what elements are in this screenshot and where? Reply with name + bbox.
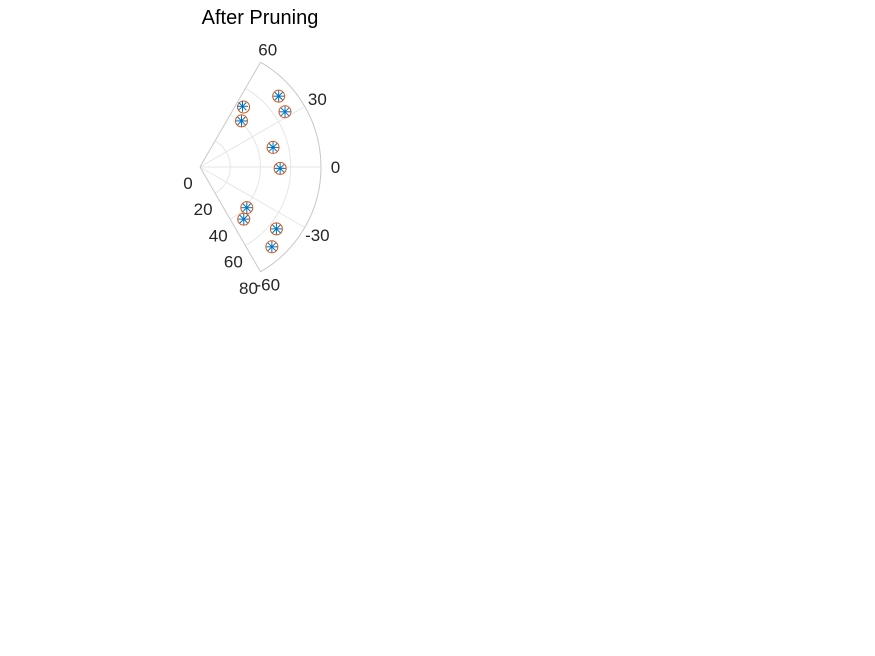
circle-marker (237, 212, 251, 226)
circle-marker (265, 240, 279, 254)
circle-marker (234, 114, 248, 128)
r-tick-label: 60 (224, 253, 243, 272)
r-tick-label: 80 (239, 279, 258, 298)
circle-marker (278, 105, 292, 119)
chart-title: After Pruning (202, 7, 319, 29)
theta-max-axis-line (199, 61, 261, 168)
theta-tick-label: 30 (308, 90, 327, 109)
circle-marker (237, 100, 251, 114)
circle-marker (269, 222, 283, 236)
outer-arc (260, 61, 322, 273)
asterisk-marker (267, 141, 279, 153)
r-tick-label: 20 (194, 200, 213, 219)
asterisk-marker (266, 241, 278, 253)
theta-tick-label: 60 (258, 41, 277, 60)
data-markers (234, 89, 292, 254)
asterisk-marker (237, 100, 249, 112)
asterisk-marker (273, 90, 285, 102)
theta-min-axis-line (199, 166, 261, 273)
r-gridline (229, 114, 261, 220)
asterisk-marker (274, 162, 286, 174)
r-tick-label: 40 (209, 226, 228, 245)
asterisk-marker (235, 115, 247, 127)
asterisk-marker (270, 223, 282, 235)
r-gridline (245, 87, 292, 247)
theta-tick-label: -30 (305, 226, 330, 245)
circle-marker (273, 161, 287, 175)
asterisk-marker (241, 202, 253, 214)
polar-axes (199, 61, 322, 273)
r-gridline (214, 140, 231, 194)
theta-tick-label: -60 (255, 275, 280, 294)
circle-marker (266, 140, 280, 154)
circle-marker (272, 89, 286, 103)
asterisk-marker (279, 106, 291, 118)
polar-grid (199, 87, 321, 247)
asterisk-marker (238, 213, 250, 225)
r-tick-label: 0 (183, 174, 192, 193)
theta-tick-label: 0 (331, 158, 340, 177)
